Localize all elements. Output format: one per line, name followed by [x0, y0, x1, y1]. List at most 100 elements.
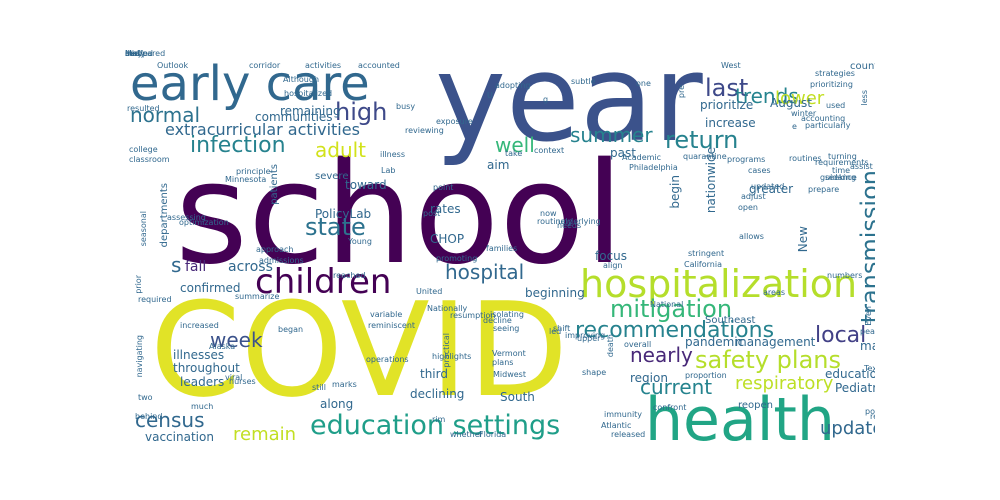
word-pre: pre: [677, 85, 686, 99]
word-isolating: isolating: [490, 310, 524, 319]
word-corridor: corridor: [249, 61, 281, 70]
word-begin: begin: [668, 175, 682, 209]
word-seeking: seeking: [825, 173, 857, 182]
word-united: United: [416, 287, 443, 296]
word-hospitalization: hospitalization: [580, 262, 858, 306]
word-academic: Academic: [622, 153, 662, 162]
word-improving: improving: [565, 331, 606, 340]
word-health: health: [645, 385, 835, 450]
word-required: required: [138, 295, 172, 304]
word-routinely: routinely: [537, 217, 573, 226]
word-compared: compared: [125, 50, 166, 58]
word-policylab: PolicyLab: [315, 207, 372, 221]
word-state: state: [305, 213, 366, 241]
word-population: population: [865, 407, 875, 416]
word-cloud: school COVID year health early care hospitali…: [125, 50, 875, 450]
word-recommendations: recommendations: [575, 318, 775, 343]
word-reviewing: reviewing: [405, 126, 444, 135]
word-needs: needs: [557, 221, 582, 230]
word-beginning: beginning: [525, 286, 585, 300]
word-update: update: [820, 418, 875, 439]
word-used: used: [826, 101, 846, 110]
word-prioritizing: prioritizing: [810, 80, 853, 89]
word-current: current: [640, 375, 713, 399]
word-hospital: hospital: [445, 260, 525, 284]
word-children: children: [255, 262, 392, 302]
word-turning: turning: [828, 152, 857, 161]
word-early: early: [125, 50, 146, 58]
word-point: point: [433, 183, 454, 192]
word-resulted: resulted: [127, 104, 160, 113]
word-nationally: Nationally: [427, 304, 468, 313]
word-although: Although: [283, 75, 320, 84]
word-new: New: [796, 226, 810, 253]
word-take: take: [505, 149, 523, 158]
word-greater: greater: [749, 182, 794, 196]
word-atlantic: Atlantic: [601, 421, 632, 430]
word-viral: viral: [225, 373, 243, 382]
word-nearly: nearly: [630, 343, 693, 367]
word-particularly: particularly: [805, 121, 851, 130]
word-fall: fall: [185, 259, 207, 275]
word-summarize: summarize: [235, 292, 280, 301]
word-immunity: immunity: [604, 410, 643, 419]
word-reached: reached: [333, 271, 366, 280]
word-college: college: [129, 145, 158, 154]
word-communities: communities: [255, 110, 333, 124]
word-region: region: [630, 371, 668, 385]
word-adopting: adopting: [495, 81, 531, 90]
word-confront: confront: [653, 403, 687, 412]
word-alaska: Alaska: [209, 342, 236, 351]
word-time: time: [832, 166, 851, 175]
word-chop: CHOP: [430, 232, 465, 246]
word-began: began: [278, 325, 304, 334]
word-lab: Lab: [381, 166, 396, 175]
word-much: much: [191, 402, 214, 411]
word-respiratory: respiratory: [735, 373, 834, 394]
word-programs: programs: [727, 155, 766, 164]
word-country: country: [850, 61, 875, 72]
word-summer: summer: [570, 123, 653, 147]
word-aim: aim: [487, 158, 510, 172]
word-navigating: navigating: [135, 335, 144, 378]
word-throughout: throughout: [173, 361, 240, 375]
word-neared: neared: [125, 50, 154, 58]
word-highlights: highlights: [432, 352, 472, 361]
word-toward: toward: [345, 178, 387, 192]
word-s: s: [171, 253, 182, 277]
word-plans: plans: [492, 358, 514, 367]
word-vaccination: vaccination: [145, 430, 214, 444]
word-even: Even: [864, 306, 873, 326]
word-accounting: accounting: [801, 114, 846, 123]
word-released: released: [611, 430, 646, 439]
word-promoting: promoting: [436, 254, 478, 263]
word-operations: operations: [366, 355, 409, 364]
word-young: Young: [348, 237, 372, 246]
word-covid: COVID: [150, 274, 569, 426]
word-third: third: [420, 367, 448, 381]
word-variable: variable: [370, 310, 403, 319]
word-areas: areas: [763, 288, 786, 297]
word-lower: lower: [775, 88, 825, 109]
word-transmission: transmission: [856, 170, 875, 324]
word-mid: Mid: [125, 50, 140, 58]
word-updated: updated: [751, 182, 785, 191]
word-national: National: [650, 300, 684, 309]
word-severe: severe: [315, 171, 349, 182]
word-increased: increased: [180, 321, 219, 330]
word-education: education: [825, 367, 875, 381]
word-admissions: admissions: [259, 256, 304, 265]
word-marks: marks: [332, 380, 357, 389]
word-now: now: [540, 209, 557, 218]
word-upper: upper: [577, 334, 601, 343]
word-cases: cases: [748, 166, 771, 175]
word-requirements: requirements: [815, 158, 869, 167]
word-align: align: [603, 261, 623, 270]
word-census: census: [135, 408, 205, 432]
word-less: less: [860, 90, 869, 106]
word-along: along: [320, 397, 354, 411]
word-families: families: [486, 244, 518, 253]
word-allows: allows: [739, 232, 764, 241]
word-declining: declining: [410, 387, 465, 401]
word-many: many: [860, 339, 875, 353]
